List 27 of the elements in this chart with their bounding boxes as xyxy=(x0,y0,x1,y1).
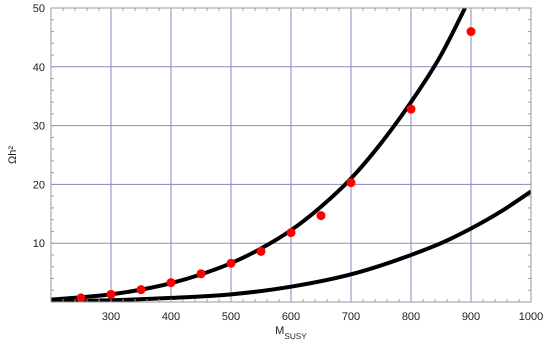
y-tick-label: 30 xyxy=(32,120,45,133)
y-axis-title: Ωh² xyxy=(7,146,19,164)
y-tick-label: 20 xyxy=(32,179,45,192)
x-tick-label: 800 xyxy=(402,311,420,323)
point xyxy=(76,293,86,302)
point xyxy=(346,178,356,188)
point xyxy=(316,211,326,220)
x-tick-label: 500 xyxy=(222,311,240,323)
point xyxy=(286,228,296,238)
x-axis-title: M$_{SUSY}$ xyxy=(275,325,308,340)
point xyxy=(406,104,416,114)
y-tick-label: 10 xyxy=(32,238,45,250)
point xyxy=(196,269,206,278)
y-tick-label: 40 xyxy=(32,62,45,74)
point xyxy=(136,285,146,294)
x-tick-label: 900 xyxy=(462,311,480,323)
point xyxy=(226,258,236,268)
x-tick-label: 1000 xyxy=(518,311,544,323)
x-tick-label: 300 xyxy=(102,311,120,323)
point xyxy=(256,246,266,256)
y-tick-label: 50 xyxy=(32,3,45,15)
point xyxy=(466,27,476,36)
x-tick-label: 600 xyxy=(282,311,300,323)
point xyxy=(106,290,116,299)
point xyxy=(166,278,176,288)
x-tick-label: 400 xyxy=(162,311,180,323)
x-tick-label: 700 xyxy=(342,311,360,323)
